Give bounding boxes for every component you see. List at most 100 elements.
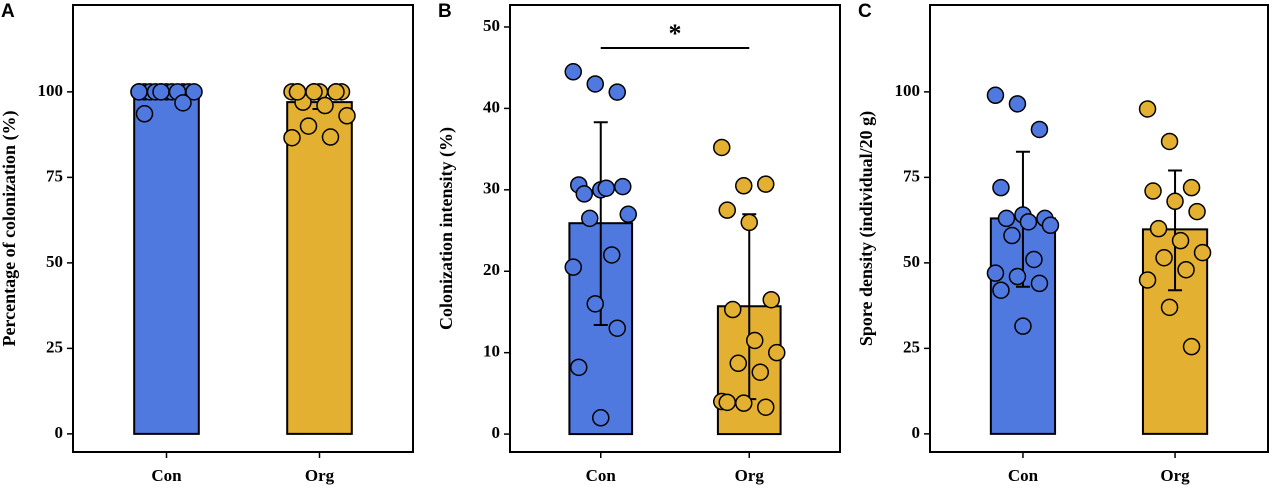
data-point [757,398,775,416]
bar [286,101,353,435]
data-point [1182,337,1201,356]
data-point [997,209,1016,228]
data-point [305,83,323,101]
data-point [740,213,758,232]
data-point [1149,219,1168,238]
data-point [992,281,1010,299]
data-point [746,331,764,350]
data-point [283,128,301,147]
data-point [1030,120,1049,139]
y-tick-label: 0 [55,423,64,442]
data-point [570,358,588,377]
data-point [1014,317,1032,335]
data-point [1166,192,1184,211]
data-point [564,258,582,276]
y-axis-label: Percentage of colonization (%) [0,110,20,346]
data-point [724,300,742,319]
plot-frame [929,4,1269,453]
data-point [575,185,593,203]
y-tick-label: 75 [903,166,920,185]
data-point [564,63,582,81]
plot-frame [72,4,414,453]
data-point [1155,248,1173,267]
data-point [729,354,747,373]
data-point [992,178,1010,197]
x-tick-label: Con [586,466,617,485]
y-tick-label: 50 [46,252,63,271]
data-point [592,409,610,427]
data-point [597,179,615,197]
y-tick-label: 100 [38,81,64,100]
y-tick-label: 25 [46,337,63,356]
data-point [619,205,637,224]
y-tick-label: 0 [492,423,501,442]
y-tick-label: 75 [46,166,63,185]
data-point [316,96,334,115]
error-bar [593,121,608,326]
x-tick-label: Con [1008,466,1039,485]
data-point [1177,260,1195,279]
data-point [1008,95,1027,113]
data-point [1160,298,1179,317]
y-tick-label: 40 [483,97,500,116]
data-point [718,393,736,412]
data-point [288,83,307,101]
data-point [1019,213,1038,231]
data-point [1188,202,1206,221]
data-point [757,175,775,193]
data-point [713,138,731,157]
error-bar [1168,169,1183,292]
significance-label: * [669,19,682,48]
data-point [130,83,148,101]
data-point [1138,100,1157,118]
y-tick-label: 50 [903,252,920,271]
data-point [135,105,154,123]
data-point [751,363,769,381]
data-point [1144,182,1162,200]
y-axis-label: Colonization intensity (%) [436,127,457,330]
plot-frame [509,4,841,453]
data-point [608,83,626,101]
data-point [174,94,192,112]
data-point [586,295,604,313]
x-tick-label: Org [305,466,335,485]
panel-label: C [858,1,872,22]
y-tick-label: 50 [483,16,500,35]
y-axis-label: Spore density (individual/20 g) [856,111,877,346]
data-point [718,201,736,219]
data-point [603,246,621,264]
y-tick-label: 25 [903,337,920,356]
panel-label: B [438,1,452,22]
data-point [1138,271,1157,289]
y-tick-label: 30 [483,179,500,198]
y-tick-label: 20 [483,260,500,279]
panel-label: A [1,1,15,22]
data-point [327,83,345,101]
data-point [986,264,1005,282]
data-point [1171,231,1190,250]
data-point [762,290,780,309]
y-tick-label: 100 [895,81,921,100]
data-point [1003,226,1021,245]
data-point [1193,243,1212,262]
x-tick-label: Org [1160,466,1190,485]
data-point [1182,178,1201,197]
data-point [614,177,632,196]
y-tick-label: 10 [483,342,500,361]
x-tick-label: Org [735,466,765,485]
y-tick-label: 0 [912,423,921,442]
data-point [1160,132,1179,151]
data-point [608,319,626,337]
data-point [1008,267,1027,286]
data-point [586,75,604,93]
data-point [735,394,753,412]
data-point [1041,216,1060,235]
data-point [1030,274,1049,293]
data-point [986,86,1005,105]
data-point [1025,250,1043,269]
data-point [768,343,786,362]
bar [133,92,200,435]
data-point [299,117,318,135]
data-point [735,177,753,195]
